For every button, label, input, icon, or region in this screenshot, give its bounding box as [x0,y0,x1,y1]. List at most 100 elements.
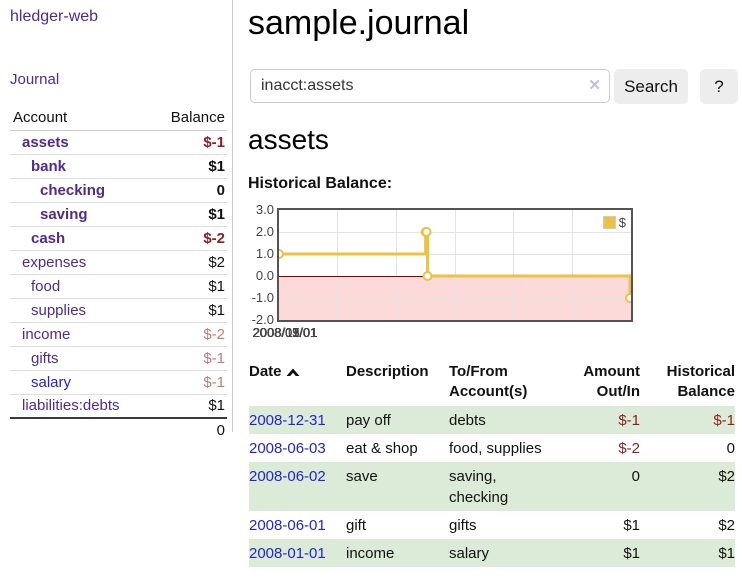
transaction-date-link[interactable]: 2008-12-31 [249,412,326,429]
transaction-row[interactable]: 2008-12-31 pay off debts $-1 $-1 [249,406,735,434]
sidebar: hledger-web Journal Account Balance asse… [0,0,233,439]
account-balance: $1 [208,205,225,223]
x-tick: 2008/11/01 [252,325,318,340]
account-row: bank $1 [10,154,227,178]
transaction-balance: $2 [718,468,735,485]
transaction-description: income [346,545,395,562]
main-content: sample.journal ✕ Search ? assets Histori… [248,0,742,567]
header-tofrom-accounts: To/From Account(s) [449,363,528,400]
transaction-accounts: food, supplies [449,440,542,457]
account-row: salary $-1 [10,370,227,394]
x-tick: 2008/07/01 [252,325,318,340]
transaction-balance: $2 [718,517,735,534]
account-row: assets $-1 [10,130,227,154]
account-row: expenses $2 [10,250,227,274]
x-tick: 2008/01/01 [252,325,318,340]
account-link-expenses[interactable]: expenses [22,253,87,271]
account-link-bank[interactable]: bank [31,157,67,175]
page-title: sample.journal [248,4,470,42]
account-link-assets[interactable]: assets [22,133,69,151]
y-tick: -1.0 [251,290,274,305]
account-balance: $-1 [203,133,225,151]
transaction-accounts: gifts [449,517,477,534]
y-tick: 0.0 [255,268,274,283]
transaction-balance: $-1 [713,412,735,429]
account-link-salary[interactable]: salary [31,373,72,391]
account-row: cash $-2 [10,226,227,250]
x-tick: 2008/03/01 [252,325,318,340]
header-date[interactable]: Date [249,360,346,406]
transaction-row[interactable]: 2008-01-01 income salary $1 $1 [249,539,735,567]
header-historical-balance: Historical Balance [666,363,735,400]
account-row: saving $1 [10,202,227,226]
accounts-table: Account Balance assets $-1 bank $1 check… [10,106,227,442]
transaction-description: pay off [346,412,391,429]
transaction-date-link[interactable]: 2008-06-03 [249,440,326,457]
account-balance: 0 [216,181,225,199]
y-tick: 2.0 [255,224,274,239]
clear-search-icon[interactable]: ✕ [588,77,601,94]
sort-ascending-icon [286,368,300,376]
account-balance: $-1 [203,373,225,391]
balance-series-line [279,227,631,303]
account-balance: $2 [208,253,225,271]
account-row: gifts $-1 [10,346,227,370]
account-row: checking 0 [10,178,227,202]
account-link-income[interactable]: income [22,325,71,343]
account-balance: $-2 [203,325,225,343]
transaction-accounts: debts [449,412,486,429]
legend-swatch-icon [602,216,616,229]
transactions-table: Date Description To/From Account(s) Amoun… [249,360,735,567]
transaction-amount: $1 [623,545,640,562]
transaction-amount: $-2 [618,440,640,457]
x-tick: 2008/09/01 [252,325,318,340]
help-button[interactable]: ? [700,69,738,104]
account-link-supplies[interactable]: supplies [31,301,87,319]
transaction-description: save [346,468,378,485]
transaction-balance: 0 [726,440,735,457]
transaction-row[interactable]: 2008-06-03 eat & shop food, supplies $-2… [249,434,735,462]
app-brand-link[interactable]: hledger-web [10,8,99,25]
transaction-balance: $1 [718,545,735,562]
transaction-date-link[interactable]: 2008-01-01 [249,545,326,562]
account-link-gifts[interactable]: gifts [31,349,59,367]
transaction-amount: $1 [623,517,640,534]
transaction-row[interactable]: 2008-06-01 gift gifts $1 $2 [249,511,735,539]
header-amount: Amount Out/In [583,363,640,400]
transaction-accounts: saving, checking [449,468,509,506]
accounts-table-header: Account Balance [10,106,227,130]
account-balance: $1 [208,277,225,295]
transactions-header-row: Date Description To/From Account(s) Amoun… [249,360,735,406]
transaction-date-link[interactable]: 2008-06-02 [249,468,326,485]
transaction-row[interactable]: 2008-06-02 save saving, checking 0 $2 [249,462,735,511]
y-tick: -2.0 [251,312,274,327]
y-tick: 3.0 [255,202,274,217]
x-tick: 2008/05/01 [252,325,318,340]
account-link-liabilities-debts[interactable]: liabilities:debts [22,397,120,415]
account-balance: $1 [208,301,225,319]
search-row: ✕ Search ? [248,69,742,104]
legend-label: $ [618,215,626,230]
account-balance: $1 [208,397,225,415]
transaction-date-link[interactable]: 2008-06-01 [249,517,326,534]
transaction-description: eat & shop [346,440,418,457]
account-balance: $-2 [203,229,225,247]
account-balance: $1 [208,157,225,175]
accounts-header-account: Account [13,109,68,127]
accounts-header-balance: Balance [170,109,225,127]
account-link-saving[interactable]: saving [40,205,88,223]
accounts-total-row: 0 [10,418,227,442]
account-link-food[interactable]: food [31,277,61,295]
transaction-description: gift [346,517,367,534]
historical-balance-chart: 3.0 2.0 1.0 0.0 -1.0 -2.0 $ [248,202,742,344]
search-button[interactable]: Search [614,69,688,104]
sidebar-item-journal[interactable]: Journal [10,71,60,88]
search-input[interactable] [250,69,610,103]
account-link-cash[interactable]: cash [31,229,66,247]
chart-legend: $ [602,215,626,230]
account-heading: assets [248,124,329,155]
account-row: supplies $1 [10,298,227,322]
account-row: liabilities:debts $1 [10,394,227,418]
header-description: Description [346,363,429,380]
account-link-checking[interactable]: checking [40,181,106,199]
